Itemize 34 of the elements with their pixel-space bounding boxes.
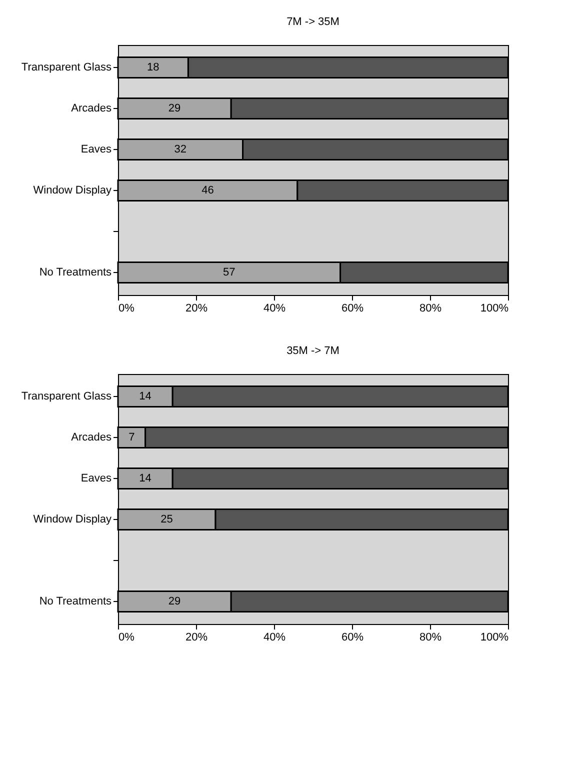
data-label: 14 (139, 390, 152, 403)
y-tick-label: Window Display (33, 513, 112, 526)
y-tick-label: Eaves (80, 144, 112, 156)
y-tick-label: Eaves (80, 472, 112, 485)
y-tick-label: Window Display (33, 184, 112, 196)
y-tick-label: No Treatments (39, 266, 112, 278)
x-tick-label: 60% (341, 632, 364, 644)
data-label: 25 (160, 513, 173, 526)
y-tick-label: Arcades (71, 102, 112, 115)
data-label: 7 (128, 432, 135, 444)
data-label: 32 (174, 144, 187, 156)
y-tick-label: Transparent Glass (21, 390, 112, 403)
data-label: 14 (139, 472, 152, 485)
y-tick-label: No Treatments (39, 595, 112, 608)
x-tick-label: 20% (185, 632, 208, 644)
data-label: 29 (168, 102, 181, 115)
chart-title: 7M -> 35M (286, 16, 340, 28)
x-tick-label: 80% (419, 302, 442, 314)
data-label: 18 (146, 62, 160, 74)
y-tick-label: Arcades (71, 432, 112, 444)
data-label: 29 (168, 595, 181, 608)
x-tick-label: 100% (480, 632, 509, 644)
chart-title: 35M -> 7M (286, 345, 340, 357)
x-tick-label: 100% (480, 302, 509, 314)
x-tick-label: 0% (118, 632, 135, 644)
data-label: 46 (202, 184, 214, 196)
x-tick-label: 40% (263, 302, 286, 314)
x-tick-label: 40% (263, 632, 286, 644)
x-tick-label: 80% (419, 632, 442, 644)
data-label: 57 (223, 266, 236, 278)
x-tick-label: 60% (341, 302, 364, 314)
y-tick-label: Transparent Glass (21, 62, 112, 74)
x-tick-label: 20% (185, 302, 208, 314)
x-tick-label: 0% (118, 302, 135, 314)
